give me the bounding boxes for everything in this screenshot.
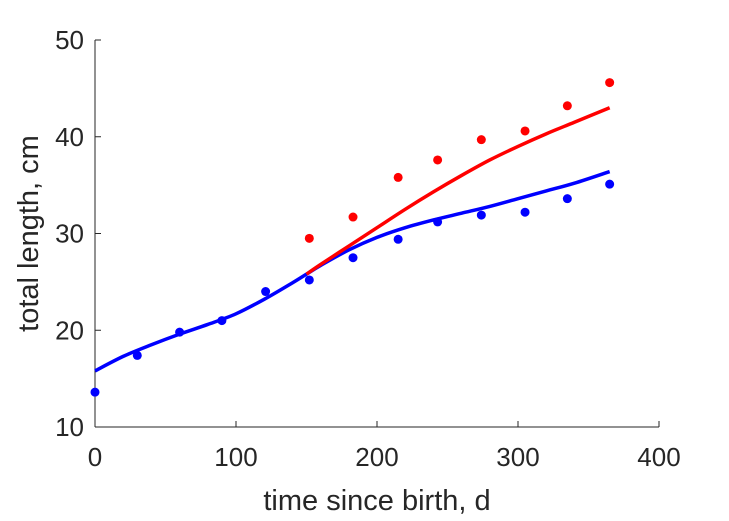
red-fit-line [305, 106, 611, 276]
blue-data-point [90, 387, 100, 397]
red-data-point [304, 233, 314, 243]
x-tick-label: 200 [355, 442, 398, 472]
blue-data-point [433, 217, 443, 227]
x-tick-label: 0 [88, 442, 102, 472]
blue-data-point [348, 253, 358, 263]
y-tick-label: 40 [55, 122, 84, 152]
axes [94, 40, 659, 428]
blue-data-point [175, 327, 185, 337]
red-data-point [605, 78, 615, 88]
blue-fit-line [94, 169, 611, 373]
blue-data-point [605, 179, 615, 189]
blue-data-point [217, 316, 227, 326]
fit-lines [94, 106, 611, 373]
x-tick-label: 100 [214, 442, 257, 472]
blue-data-point [261, 287, 271, 297]
x-tick-label: 400 [637, 442, 680, 472]
red-data-point [562, 101, 572, 111]
red-data-point [393, 172, 403, 182]
red-data-point [476, 135, 486, 145]
blue-data-point [520, 207, 530, 217]
ticks: 0 100 200 300 400 10 20 30 40 50 [55, 25, 681, 472]
blue-data-point [562, 194, 572, 204]
y-tick-label: 10 [55, 412, 84, 442]
blue-data-point [476, 210, 486, 220]
blue-data-point [393, 234, 403, 244]
y-axis-title: total length, cm [13, 135, 45, 332]
red-data-point [348, 212, 358, 222]
y-tick-label: 20 [55, 315, 84, 345]
blue-data-point [304, 275, 314, 285]
red-data-point [520, 126, 530, 136]
y-tick-label: 50 [55, 25, 84, 55]
blue-data-point [132, 350, 142, 360]
y-tick-label: 30 [55, 219, 84, 249]
data-points [90, 78, 615, 397]
x-axis-title: time since birth, d [263, 485, 490, 517]
x-tick-label: 300 [496, 442, 539, 472]
red-data-point [433, 155, 443, 165]
